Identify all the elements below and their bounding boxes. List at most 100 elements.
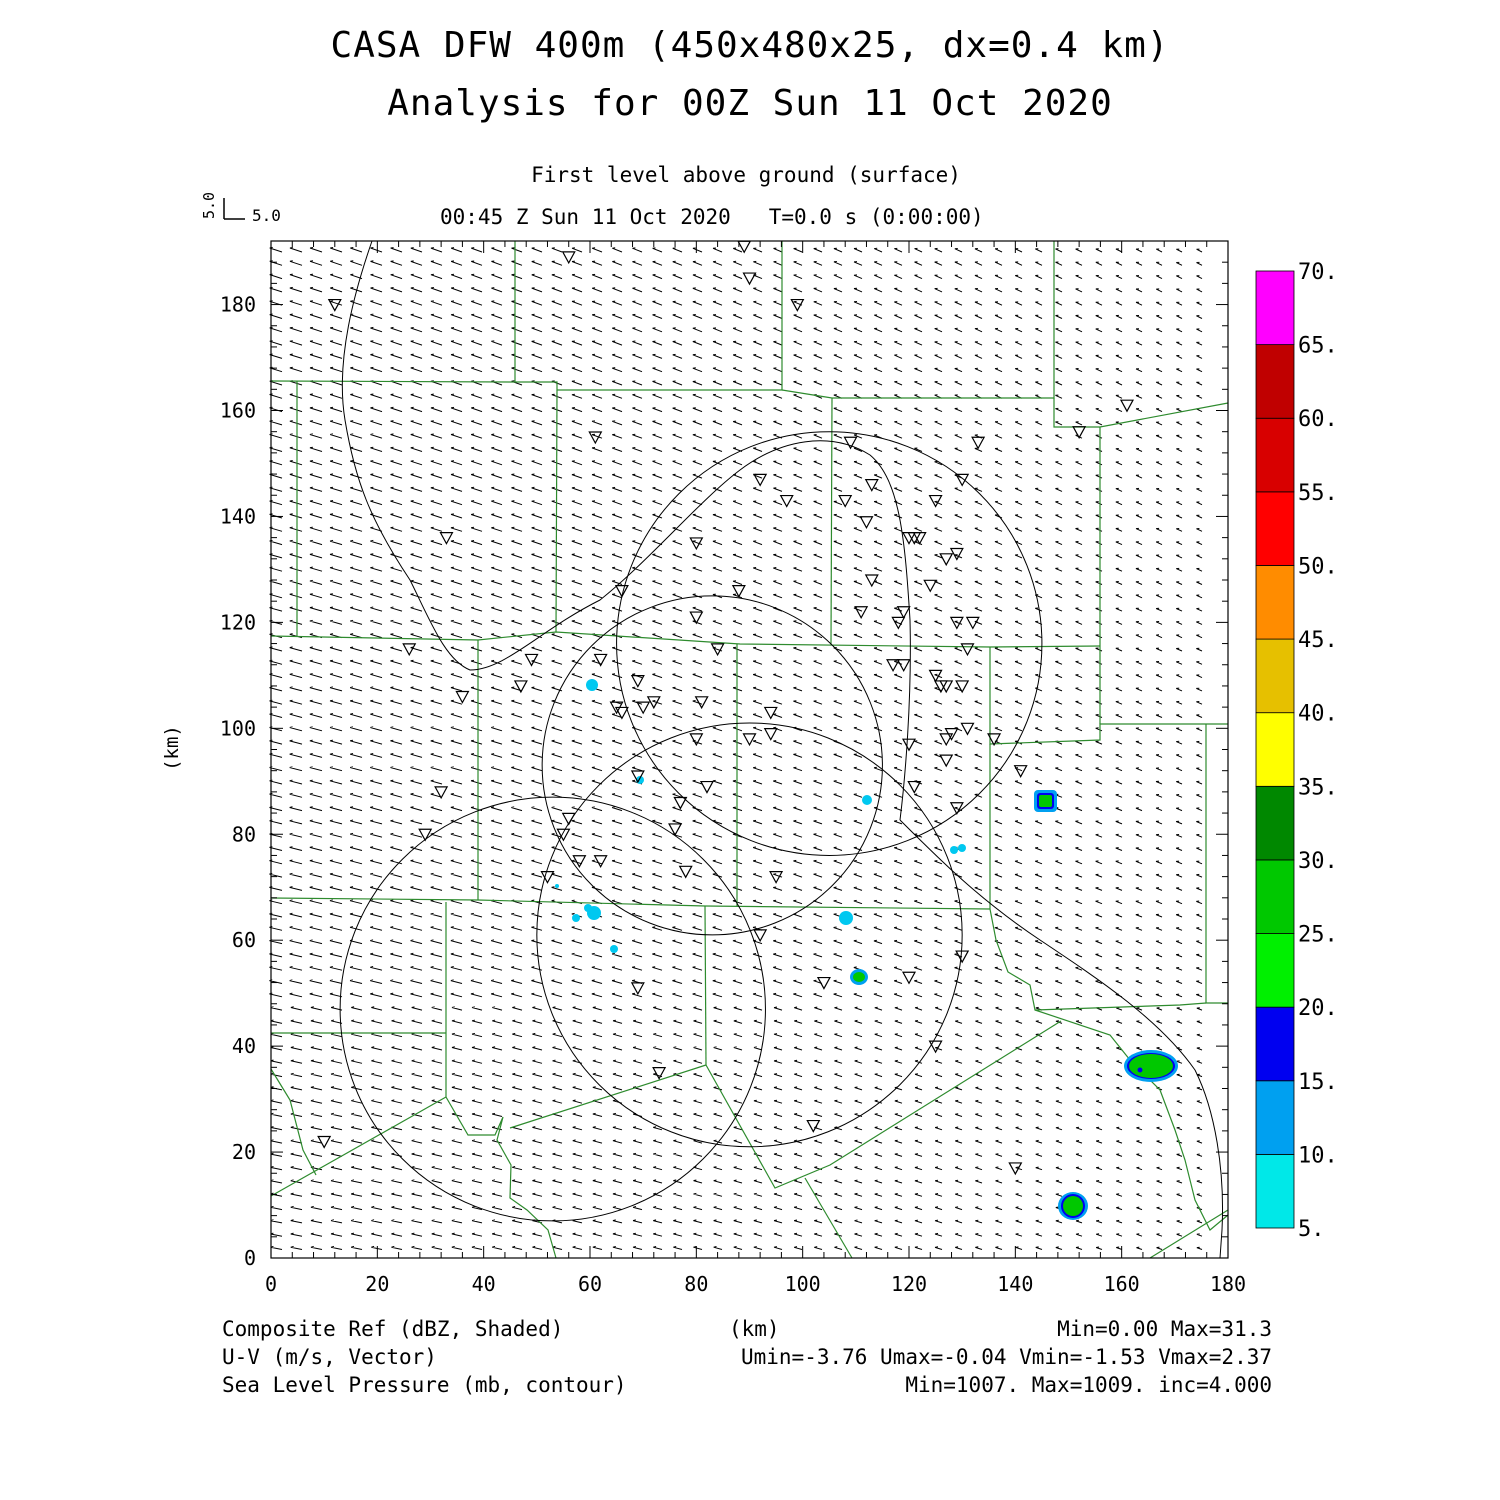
x-tick-label: 60 bbox=[578, 1272, 602, 1296]
station-marker bbox=[588, 431, 603, 445]
station-marker bbox=[556, 828, 571, 842]
plot-title-line2: Analysis for 00Z Sun 11 Oct 2020 bbox=[387, 83, 1113, 124]
station-marker bbox=[678, 865, 693, 879]
station-marker bbox=[939, 733, 954, 747]
observation-stations bbox=[317, 240, 1134, 1176]
station-marker bbox=[561, 251, 576, 265]
station-marker bbox=[317, 1135, 332, 1149]
echo-cell-center bbox=[850, 969, 868, 985]
station-marker bbox=[939, 754, 954, 768]
plot-subtitle: First level above ground (surface) bbox=[0, 165, 1500, 186]
station-marker bbox=[699, 780, 714, 794]
vector-scale-y-label: 5.0 bbox=[200, 192, 218, 219]
x-tick-label: 140 bbox=[997, 1272, 1033, 1296]
station-marker bbox=[614, 584, 629, 598]
vector-scale-x-label: 5.0 bbox=[252, 206, 281, 225]
y-tick-label: 40 bbox=[232, 1034, 256, 1058]
time-line: 00:45 Z Sun 11 Oct 2020 T=0.0 s (0:00:00… bbox=[440, 207, 984, 228]
station-marker bbox=[971, 436, 986, 450]
colorbar-label: 5. bbox=[1298, 1217, 1325, 1242]
station-marker bbox=[731, 584, 746, 598]
colorbar-segment bbox=[1255, 638, 1295, 714]
station-marker bbox=[402, 643, 417, 657]
station-marker bbox=[939, 553, 954, 567]
colorbar-label: 10. bbox=[1298, 1143, 1338, 1168]
station-marker bbox=[960, 643, 975, 657]
station-marker bbox=[854, 606, 869, 620]
colorbar-segment bbox=[1255, 1080, 1295, 1155]
station-marker bbox=[327, 298, 342, 312]
station-marker bbox=[891, 616, 906, 630]
station-marker bbox=[907, 532, 922, 545]
station-marker bbox=[901, 971, 917, 985]
colorbar-label: 65. bbox=[1298, 334, 1338, 359]
station-marker bbox=[689, 733, 704, 747]
station-marker bbox=[859, 516, 874, 529]
county-boundaries bbox=[270, 241, 1229, 1259]
colorbar-segment bbox=[1255, 785, 1295, 861]
station-marker bbox=[949, 547, 964, 561]
station-marker bbox=[646, 696, 661, 710]
station-marker bbox=[816, 976, 831, 990]
colorbar-label: 35. bbox=[1298, 775, 1338, 800]
station-marker bbox=[928, 1040, 943, 1054]
echo-cell-se bbox=[1124, 1050, 1178, 1082]
colorbar-segment bbox=[1255, 1006, 1295, 1082]
station-marker bbox=[753, 473, 768, 487]
station-marker bbox=[418, 828, 433, 842]
x-tick-label: 100 bbox=[785, 1272, 821, 1296]
station-marker bbox=[769, 871, 784, 884]
station-marker bbox=[949, 802, 964, 816]
station-marker bbox=[636, 701, 651, 715]
radar-range-rings bbox=[339, 431, 1043, 1222]
station-marker bbox=[896, 659, 911, 673]
station-marker bbox=[949, 616, 964, 630]
station-marker bbox=[614, 706, 629, 720]
station-marker bbox=[886, 659, 901, 673]
radar-range-ring bbox=[536, 722, 963, 1148]
station-marker bbox=[955, 950, 970, 964]
y-tick-label: 20 bbox=[232, 1140, 256, 1164]
station-marker bbox=[923, 579, 938, 593]
station-marker bbox=[944, 728, 959, 741]
station-marker bbox=[838, 494, 853, 508]
station-marker bbox=[668, 823, 683, 837]
station-marker bbox=[763, 706, 778, 720]
plot-title-line1: CASA DFW 400m (450x480x25, dx=0.4 km) bbox=[330, 25, 1170, 66]
station-marker bbox=[689, 611, 704, 625]
station-marker bbox=[439, 532, 454, 545]
colorbar-segment bbox=[1255, 712, 1295, 787]
radar-range-ring bbox=[541, 595, 883, 936]
x-axis-tick-labels: 0 20 40 60 80 100 120 140 160 180 bbox=[265, 1272, 1246, 1296]
vector-scale-legend: 5.0 5.0 bbox=[200, 192, 281, 225]
x-tick-label: 120 bbox=[891, 1272, 927, 1296]
plot-frame bbox=[270, 240, 1229, 1259]
station-marker bbox=[1119, 399, 1134, 413]
sea-level-pressure-contours bbox=[341, 240, 1223, 1259]
station-marker bbox=[689, 537, 704, 551]
colorbar-label: 20. bbox=[1298, 996, 1338, 1021]
echo-cell-e bbox=[1034, 790, 1057, 812]
station-marker bbox=[928, 494, 943, 508]
station-marker bbox=[1072, 426, 1087, 439]
x-tick-label: 80 bbox=[684, 1272, 708, 1296]
station-marker bbox=[694, 696, 709, 710]
station-marker bbox=[540, 871, 555, 884]
colorbar-segment bbox=[1255, 417, 1295, 493]
station-marker bbox=[572, 855, 587, 868]
subtitle-text: First level above ground (surface) bbox=[531, 163, 961, 187]
colorbar-segment bbox=[1255, 270, 1295, 346]
station-marker bbox=[652, 1067, 667, 1080]
station-marker bbox=[763, 728, 778, 741]
x-tick-label: 180 bbox=[1210, 1272, 1246, 1296]
colorbar-label: 25. bbox=[1298, 923, 1338, 948]
station-marker bbox=[864, 479, 879, 492]
colorbar-label: 60. bbox=[1298, 407, 1338, 432]
y-tick-label: 160 bbox=[220, 399, 256, 423]
footer-field1-stats: Min=0.00 Max=31.3 bbox=[1057, 1317, 1272, 1341]
colorbar-label: 50. bbox=[1298, 554, 1338, 579]
station-marker bbox=[779, 494, 794, 508]
y-tick-label: 80 bbox=[232, 822, 256, 846]
run-time: T=0.0 s (0:00:00) bbox=[768, 205, 984, 229]
